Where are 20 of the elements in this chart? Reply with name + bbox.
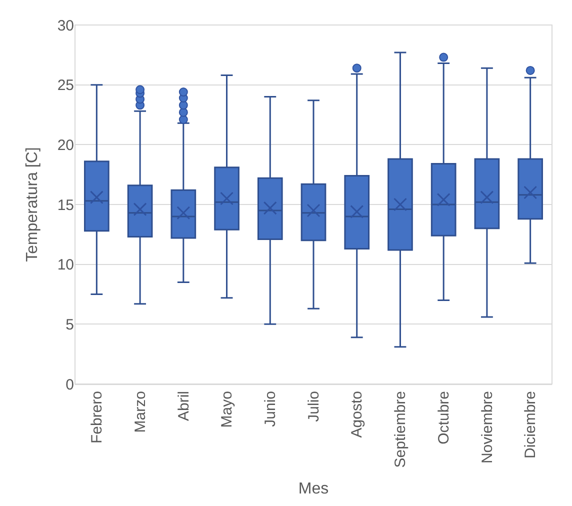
x-tick-label: Mayo bbox=[218, 391, 236, 428]
x-tick-label: Marzo bbox=[132, 391, 149, 433]
x-tick-label: Junio bbox=[262, 391, 280, 427]
x-tick-label: Julio bbox=[305, 391, 322, 422]
y-tick-label: 25 bbox=[57, 77, 74, 94]
x-tick-label: Abril bbox=[175, 391, 192, 422]
y-axis-title: Temperatura [C] bbox=[24, 147, 42, 262]
x-tick-label: Noviembre bbox=[478, 391, 496, 464]
x-tick-label: Febrero bbox=[88, 391, 106, 444]
x-tick-label: Septiembre bbox=[392, 391, 410, 468]
x-axis-title: Mes bbox=[298, 480, 329, 498]
x-tick-label: Diciembre bbox=[522, 391, 540, 459]
y-tick-label: 15 bbox=[57, 196, 74, 214]
y-tick-label: 20 bbox=[57, 136, 74, 154]
y-tick-label: 30 bbox=[57, 17, 74, 34]
x-tick-label: Agosto bbox=[348, 391, 366, 438]
y-tick-label: 0 bbox=[66, 376, 74, 394]
x-tick-label: Octubre bbox=[435, 391, 452, 444]
y-tick-label: 10 bbox=[57, 256, 74, 274]
y-tick-label: 5 bbox=[66, 316, 74, 334]
